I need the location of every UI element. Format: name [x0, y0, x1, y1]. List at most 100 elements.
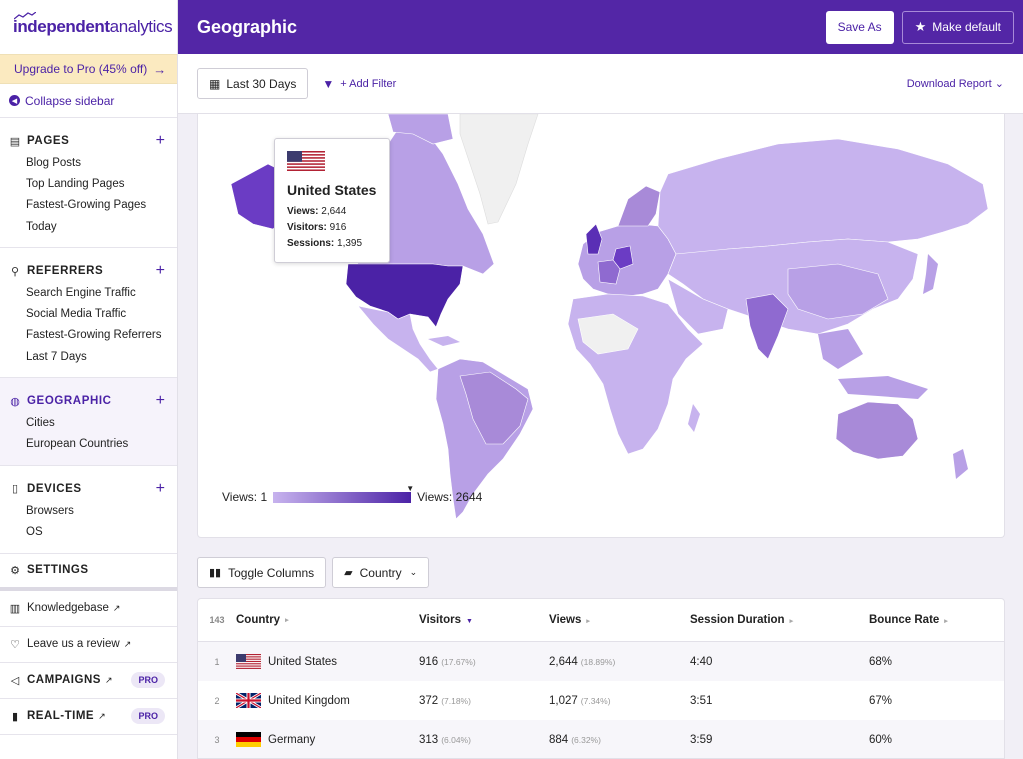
megaphone-icon: ◁ [10, 674, 20, 687]
make-default-label: Make default [932, 20, 1001, 34]
sidebar-item-pages[interactable]: ▤ PAGES + [0, 130, 177, 152]
visitors-cell: 313 (6.04%) [419, 733, 471, 746]
download-label: Download Report [906, 78, 992, 90]
logo-text-bold: independent [13, 17, 110, 36]
sidebar-section-geographic: ◍ GEOGRAPHIC + Cities European Countries [0, 378, 177, 466]
device-icon: ▯ [11, 483, 19, 496]
table-row[interactable]: 1 United States 916 (17.67%) 2,644 (18.89%… [198, 642, 1004, 681]
campaigns-label: CAMPAIGNS [27, 674, 101, 687]
sidebar-subitem[interactable]: Fastest-Growing Referrers [26, 329, 162, 342]
sidebar-subitem[interactable]: Search Engine Traffic [26, 286, 136, 299]
column-header-views[interactable]: Views ▸ [549, 614, 590, 626]
add-report-icon[interactable]: + [155, 262, 165, 280]
group-by-select[interactable]: ▰ Country ⌄ [332, 557, 430, 588]
row-number: 3 [214, 734, 220, 745]
sidebar-item-settings[interactable]: ⚙ SETTINGS [0, 554, 177, 587]
germany-flag-icon [236, 732, 261, 747]
sidebar-item-geographic[interactable]: ◍ GEOGRAPHIC + [0, 390, 177, 412]
views-cell: 884 (6.32%) [549, 733, 601, 746]
collapse-sidebar-button[interactable]: ◀ Collapse sidebar [0, 84, 177, 118]
column-header-country[interactable]: Country ▸ [236, 614, 289, 626]
table-row[interactable]: 3 Germany 313 (6.04%) 884 (6.32%) 3:59 60% [198, 720, 1004, 758]
chevron-down-icon: ⌄ [994, 78, 1004, 90]
row-number: 1 [214, 656, 220, 667]
page-header: Geographic Save As ★ Make default [178, 0, 1023, 54]
pro-badge: PRO [131, 708, 165, 725]
section-title: GEOGRAPHIC [27, 395, 112, 408]
legend-max: Views: 2644 [417, 490, 483, 504]
map-legend: Views: 1 ▼ Views: 2644 [222, 484, 483, 505]
map-russia [657, 138, 989, 255]
sidebar-subitem[interactable]: Browsers [26, 504, 74, 517]
legend-gradient: ▼ [273, 484, 414, 503]
sort-icon: ▸ [285, 617, 289, 624]
upgrade-label: Upgrade to Pro (45% off) [14, 62, 148, 76]
sidebar-subitem[interactable]: European Countries [26, 438, 129, 451]
app-logo[interactable]: independent analytics [0, 0, 177, 54]
sidebar-subitem[interactable]: Top Landing Pages [26, 177, 125, 190]
sidebar-subitem[interactable]: Today [26, 220, 57, 233]
gear-icon: ⚙ [10, 564, 20, 577]
world-map[interactable] [198, 114, 1005, 538]
map-country-uk [585, 223, 603, 255]
sidebar-section-devices: ▯ DEVICES + Browsers OS [0, 466, 177, 554]
tooltip-visitors: Visitors: 916 [287, 222, 347, 233]
sidebar-item-referrers[interactable]: ⚲ REFERRERS + [0, 260, 177, 282]
sidebar-item-devices[interactable]: ▯ DEVICES + [0, 478, 177, 500]
countries-table: 143 Country ▸ Visitors ▼ Views ▸ Session Du… [197, 598, 1005, 759]
map-country-japan [923, 254, 938, 294]
map-indonesia [838, 376, 928, 399]
views-cell: 2,644 (18.89%) [549, 655, 616, 668]
map-country-germany [612, 245, 634, 270]
sort-icon: ▸ [586, 618, 590, 625]
table-row[interactable]: 2 United Kingdom 372 (7.18%) 1,027 (7.34%)… [198, 681, 1004, 720]
campaigns-link[interactable]: ◁ CAMPAIGNS ↗ PRO [0, 663, 177, 699]
settings-label: SETTINGS [27, 564, 89, 577]
sort-icon: ▸ [789, 618, 794, 625]
chevron-down-icon: ⌄ [409, 567, 418, 577]
views-cell: 1,027 (7.34%) [549, 694, 611, 707]
arrow-right-icon: → [153, 61, 167, 77]
sidebar-section-pages: ▤ PAGES + Blog Posts Top Landing Pages F… [0, 118, 177, 249]
row-number: 2 [214, 695, 220, 706]
toggle-columns-button[interactable]: ▮▮ Toggle Columns [197, 557, 327, 588]
uk-flag-icon [236, 693, 261, 708]
pro-badge: PRO [131, 672, 165, 689]
review-link[interactable]: ♡ Leave us a review ↗ [0, 627, 177, 663]
column-header-bounce[interactable]: Bounce Rate ▸ [869, 614, 948, 626]
add-report-icon[interactable]: + [155, 392, 165, 410]
toggle-columns-label: Toggle Columns [228, 565, 315, 580]
logo-spark-icon [14, 12, 36, 20]
duration-cell: 3:59 [690, 733, 713, 746]
column-header-visitors[interactable]: Visitors ▼ [419, 614, 473, 626]
folder-icon: ▰ [344, 567, 353, 579]
sidebar-subitem[interactable]: Blog Posts [26, 156, 81, 169]
external-link-icon: ↗ [123, 638, 132, 649]
external-link-icon: ↗ [98, 710, 106, 721]
knowledgebase-link[interactable]: ▥ Knowledgebase ↗ [0, 591, 177, 627]
sidebar-subitem[interactable]: OS [26, 525, 43, 538]
upgrade-banner[interactable]: Upgrade to Pro (45% off) → [0, 54, 177, 84]
add-filter-button[interactable]: ▼ + Add Filter [322, 77, 396, 91]
column-header-duration[interactable]: Session Duration ▸ [690, 614, 794, 626]
make-default-button[interactable]: ★ Make default [901, 10, 1014, 44]
map-australia [835, 401, 919, 460]
sidebar-subitem[interactable]: Last 7 Days [26, 350, 87, 363]
add-report-icon[interactable]: + [155, 479, 165, 497]
external-link-icon: ↗ [112, 602, 121, 613]
row-count: 143 [209, 615, 225, 625]
sort-desc-icon: ▼ [465, 618, 473, 625]
download-report-button[interactable]: Download Report ⌄ [907, 77, 1004, 90]
sidebar-subitem[interactable]: Fastest-Growing Pages [26, 199, 147, 212]
sidebar: independent analytics Upgrade to Pro (45… [0, 0, 178, 759]
sidebar-subitem[interactable]: Cities [26, 417, 55, 430]
realtime-link[interactable]: ▮ REAL-TIME ↗ PRO [0, 699, 177, 735]
external-link-icon: ↗ [104, 674, 113, 685]
map-country-india [745, 293, 789, 360]
add-report-icon[interactable]: + [155, 132, 165, 149]
collapse-label: Collapse sidebar [25, 93, 115, 108]
save-as-button[interactable]: Save As [825, 10, 894, 44]
map-madagascar [688, 404, 700, 432]
date-range-button[interactable]: ▦ Last 30 Days [197, 68, 309, 99]
sidebar-subitem[interactable]: Social Media Traffic [26, 308, 127, 321]
